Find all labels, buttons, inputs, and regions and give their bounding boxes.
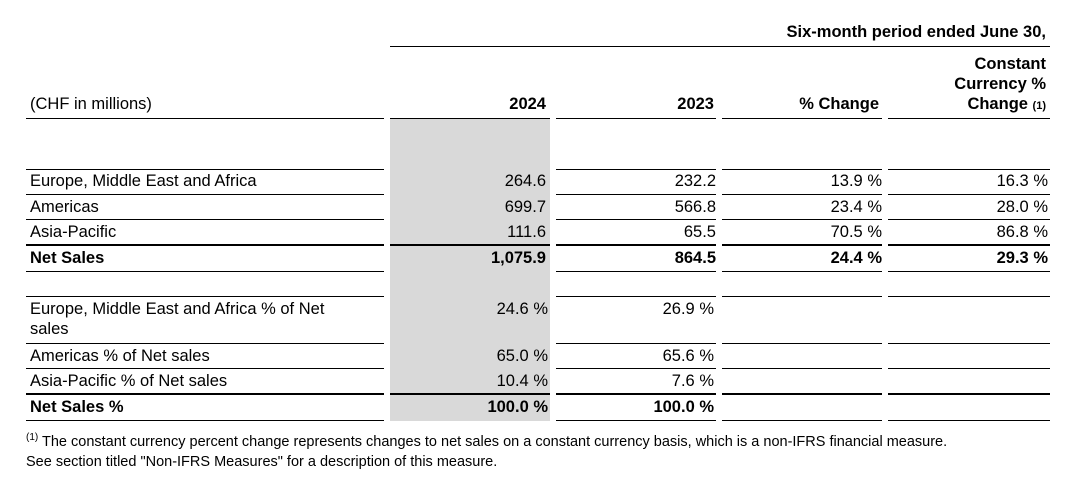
row-rule xyxy=(26,194,384,195)
footnote-text1: The constant currency percent change rep… xyxy=(42,434,948,450)
bottom-rule xyxy=(26,420,384,421)
row-rule xyxy=(26,368,384,369)
row-emea-cc: 16.3 % xyxy=(996,172,1048,190)
row-rule xyxy=(556,271,716,272)
pct-emea-label-line2: sales xyxy=(30,320,69,338)
header-rule-cc xyxy=(888,118,1050,119)
unit-label: (CHF in millions) xyxy=(30,95,152,113)
row-emea-2024: 264.6 xyxy=(504,172,546,190)
row-rule xyxy=(722,343,882,344)
total-rule xyxy=(722,393,882,395)
row-americas-label: Americas xyxy=(30,198,99,216)
rule-before-sales-change xyxy=(722,169,882,170)
row-rule xyxy=(556,368,716,369)
rule-before-sales xyxy=(26,169,384,170)
row-rule xyxy=(888,194,1050,195)
row-rule xyxy=(888,296,1050,297)
col-header-2023: 2023 xyxy=(677,95,714,113)
period-heading: Six-month period ended June 30, xyxy=(786,23,1046,41)
highlight-2024-column xyxy=(390,118,550,421)
total-rule xyxy=(26,393,384,395)
row-rule xyxy=(888,368,1050,369)
bottom-rule xyxy=(722,420,882,421)
total-rule xyxy=(722,244,882,246)
header-rule-label xyxy=(26,118,384,119)
total-rule xyxy=(390,244,550,246)
row-rule xyxy=(556,194,716,195)
row-apac-label: Asia-Pacific xyxy=(30,223,117,241)
row-rule xyxy=(26,219,384,220)
pct-emea-label-line1: Europe, Middle East and Africa % of Net xyxy=(30,300,325,318)
pct-americas-label: Americas % of Net sales xyxy=(30,347,210,365)
row-rule xyxy=(556,343,716,344)
pct-americas-2024: 65.0 % xyxy=(496,347,548,365)
footnote-line1: (1) The constant currency percent change… xyxy=(26,432,1076,452)
row-emea-label: Europe, Middle East and Africa xyxy=(30,172,257,190)
bottom-rule xyxy=(556,420,716,421)
header-rule-2023 xyxy=(556,118,716,119)
row-rule xyxy=(722,271,882,272)
row-rule xyxy=(888,219,1050,220)
pct-emea-2024: 24.6 % xyxy=(496,300,548,318)
total-rule xyxy=(556,244,716,246)
net-sales-change: 24.4 % xyxy=(830,249,882,267)
bottom-rule xyxy=(888,420,1050,421)
pct-apac-2024: 10.4 % xyxy=(496,372,548,390)
pct-emea-2023: 26.9 % xyxy=(662,300,714,318)
row-rule xyxy=(722,219,882,220)
row-apac-change: 70.5 % xyxy=(830,223,882,241)
pct-americas-2023: 65.6 % xyxy=(662,347,714,365)
row-apac-2024: 111.6 xyxy=(507,223,546,241)
col-header-change: % Change xyxy=(799,95,879,113)
row-rule xyxy=(556,296,716,297)
col-header-cc-line3: Change (1) xyxy=(967,95,1046,113)
net-sales-2024: 1,075.9 xyxy=(490,249,546,267)
net-sales-2023: 864.5 xyxy=(674,249,716,267)
period-rule xyxy=(390,46,1050,47)
row-rule xyxy=(722,368,882,369)
row-rule xyxy=(722,194,882,195)
row-emea-change: 13.9 % xyxy=(830,172,882,190)
pct-apac-2023: 7.6 % xyxy=(671,372,714,390)
row-emea-2023: 232.2 xyxy=(674,172,716,190)
row-apac-cc: 86.8 % xyxy=(996,223,1048,241)
net-sales-pct-2023: 100.0 % xyxy=(653,398,714,416)
net-sales-pct-label: Net Sales % xyxy=(30,398,124,416)
header-rule-2024 xyxy=(390,118,550,119)
row-rule xyxy=(26,296,384,297)
row-rule xyxy=(888,343,1050,344)
net-sales-cc: 29.3 % xyxy=(996,249,1048,267)
row-americas-cc: 28.0 % xyxy=(996,198,1048,216)
row-rule xyxy=(26,343,384,344)
row-rule xyxy=(26,271,384,272)
footnote-line2: See section titled "Non-IFRS Measures" f… xyxy=(26,454,498,470)
footnote-marker: (1) xyxy=(26,432,39,444)
total-rule xyxy=(888,393,1050,395)
total-rule xyxy=(556,393,716,395)
row-rule xyxy=(888,271,1050,272)
total-rule xyxy=(390,393,550,395)
rule-before-sales-cc xyxy=(888,169,1050,170)
footnote: (1) The constant currency percent change… xyxy=(26,432,1076,472)
net-sales-pct-2024: 100.0 % xyxy=(487,398,548,416)
total-rule xyxy=(26,244,384,246)
row-americas-2023: 566.8 xyxy=(674,198,716,216)
col-header-cc-line2: Currency % xyxy=(954,75,1046,93)
row-apac-2023: 65.5 xyxy=(683,223,716,241)
row-americas-change: 23.4 % xyxy=(830,198,882,216)
col-header-2024: 2024 xyxy=(509,95,546,113)
pct-apac-label: Asia-Pacific % of Net sales xyxy=(30,372,228,390)
row-rule xyxy=(556,219,716,220)
total-rule xyxy=(888,244,1050,246)
row-rule xyxy=(722,296,882,297)
row-americas-2024: 699.7 xyxy=(504,198,546,216)
col-header-cc-line1: Constant xyxy=(974,55,1047,73)
net-sales-label: Net Sales xyxy=(30,249,105,267)
rule-before-sales-2023 xyxy=(556,169,716,170)
header-rule-change xyxy=(722,118,882,119)
